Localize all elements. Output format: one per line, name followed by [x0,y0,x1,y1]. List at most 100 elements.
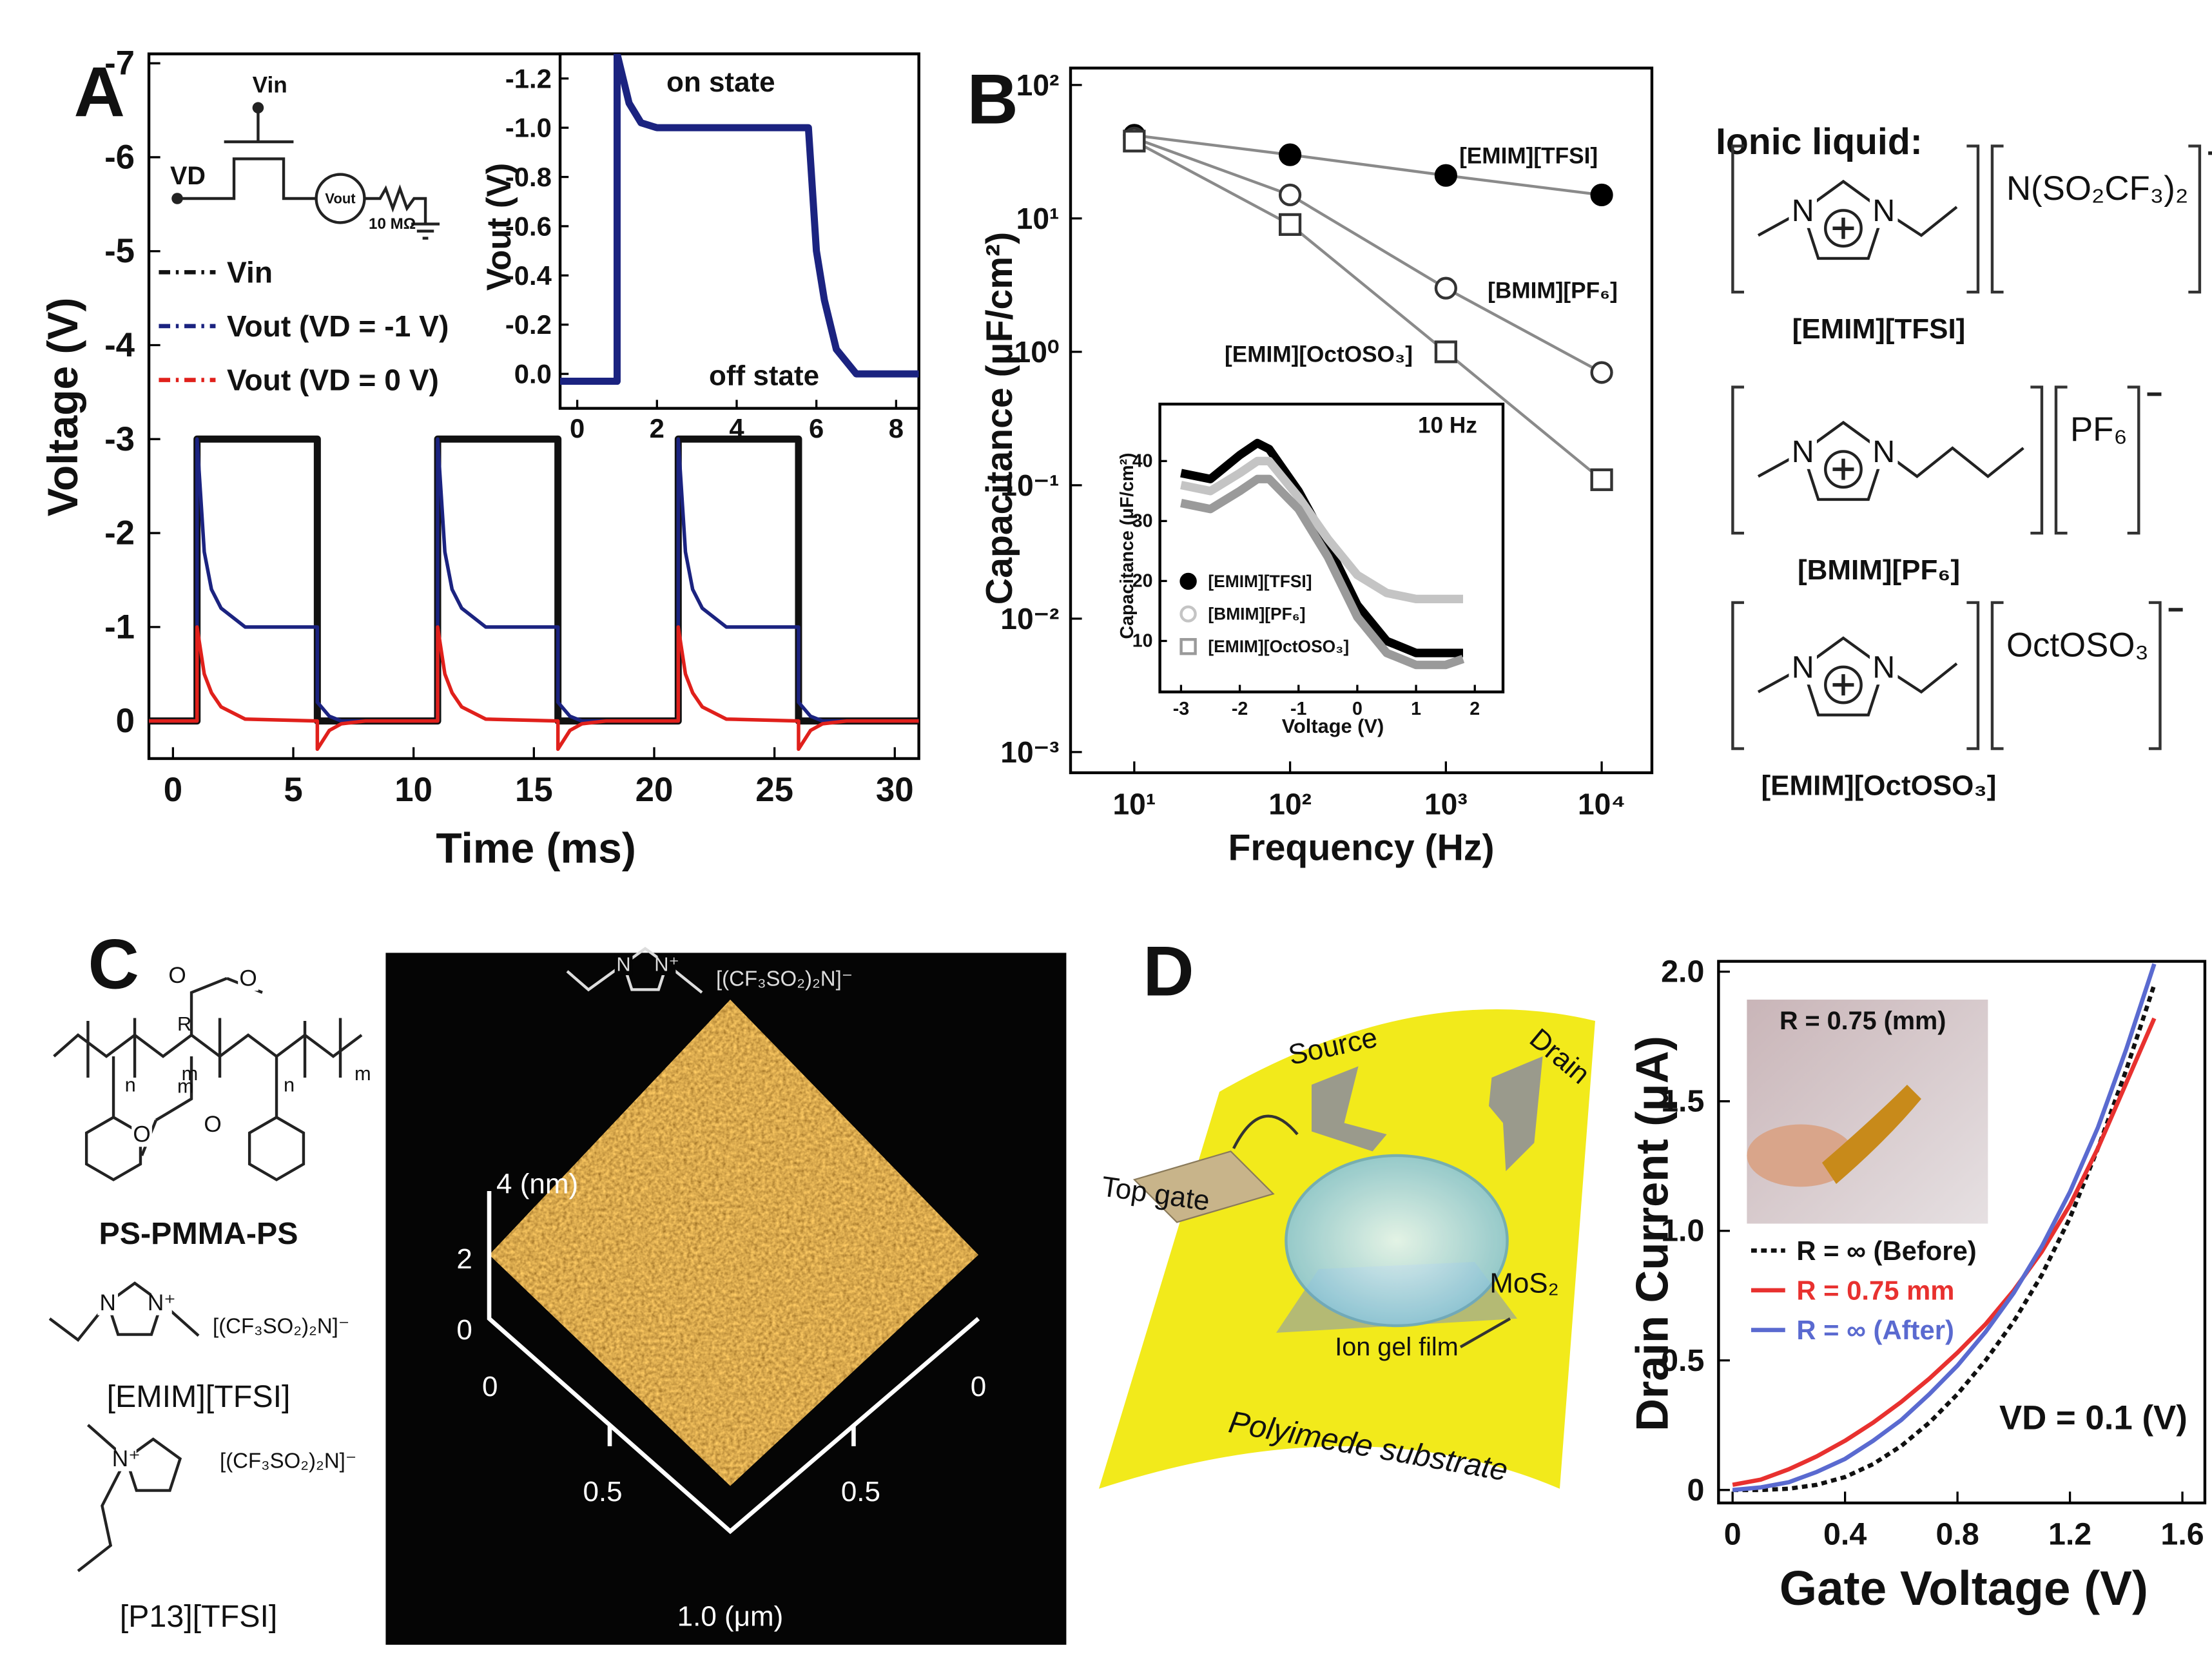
device-label: Ion gel film [1335,1333,1458,1361]
x-tick-label: 2 [650,413,665,443]
legend-label: R = 0.75 mm [1796,1275,1954,1305]
atom: O [204,1112,221,1137]
series-line [149,437,919,723]
series-line [149,625,919,752]
marker [1179,572,1197,590]
x-tick-label: 10¹ [1112,787,1156,820]
series-line [1732,984,2157,1493]
x-tick-label: 6 [809,413,824,443]
afm-surface [489,999,979,1486]
charge [1824,450,1863,489]
atom-bg [131,1121,152,1147]
panel-label: A [73,52,124,131]
bracket [2054,385,2068,535]
series-line [1180,456,1463,603]
series-group [1732,963,2157,1493]
y-tick-label: -0.2 [505,309,552,340]
marker [1179,605,1197,623]
atom: N [1792,434,1814,469]
annotation: 10 Hz [1418,412,1477,438]
device-label: MoS₂ [1489,1267,1559,1299]
series-line [1180,474,1465,670]
charge [1824,209,1863,248]
x-tick-label: 15 [515,771,553,809]
y-tick-label: 20 [1132,570,1153,591]
polymer-label: m [354,1062,371,1085]
x-tick-label: 2 [1470,699,1480,719]
y-tick-label: 40 [1132,451,1153,471]
series-line [1732,1017,2157,1488]
compound-name: [BMIM][PF₆] [1798,554,1960,586]
y-tick-label: -1.2 [505,63,552,93]
y-tick-label: 10¹ [1016,202,1060,235]
legend-label: R = ∞ (After) [1796,1315,1954,1345]
y-tick-label: -4 [104,326,135,364]
y-tick-label: 10⁻² [1000,602,1059,635]
bond [189,976,228,1035]
source-electrode [1311,1066,1387,1152]
x-tick-label: 0.8 [1936,1517,1979,1551]
x-axis-label: Voltage (V) [1282,715,1384,737]
x-axis-label: Time (ms) [436,824,635,872]
atom: N [1792,650,1814,685]
atom: N [1872,193,1895,228]
atom-bg [657,953,676,976]
compound-name: [EMIM][TFSI] [107,1379,291,1414]
series-group [149,435,919,752]
series-line [1732,963,2157,1493]
resistor [364,184,427,224]
series-group [560,53,919,385]
atom-bg [202,1112,223,1137]
legend-label: Vin [227,255,273,289]
y-tick-label: -0.8 [505,162,552,192]
afm-label: 0 [482,1371,498,1402]
annotation: R = 0.75 (mm) [1780,1007,1946,1035]
photo-device [1821,1084,1921,1184]
y-tick-label: -6 [104,138,135,176]
y-tick-label: 0.5 [1661,1343,1704,1378]
bracket [1990,144,2004,294]
marker [1278,143,1302,166]
x-tick-label: 1.2 [2048,1517,2091,1551]
ionic-liquids: N N N(SO₂CF₃)₂ [EMIM][TFSI] N N PF₆ [BMIM][PF₆]… [1731,144,2212,801]
atom: N [1872,650,1895,685]
x-tick-label: 10² [1268,787,1312,820]
panel-label: D [1143,931,1194,1011]
atom: O [168,963,186,988]
compound-name: PS-PMMA-PS [99,1216,298,1251]
plot-area [1717,960,2207,1505]
afm-label: 0.5 [841,1476,880,1508]
y-tick-label: -0.4 [505,260,552,291]
bracket [1966,144,1980,294]
x-tick-label: 4 [729,413,744,443]
anion: PF₆ [2070,411,2128,449]
y-tick-label: -1 [104,608,135,646]
y-tick-label: 1.0 [1661,1214,1704,1248]
x-tick-label: 0.4 [1823,1517,1867,1551]
afm-label: 4 (nm) [496,1168,578,1199]
atom-bg [1789,193,1817,228]
y-tick-label: 10 [1132,630,1153,651]
x-tick-label: -3 [1173,699,1189,719]
series-label: [EMIM][TFSI] [1459,143,1598,168]
x-tick-label: 1.6 [2160,1517,2204,1551]
series-line [1133,139,1603,481]
anion: OctOSO₃ [2006,626,2149,664]
marker [1590,361,1613,384]
wire [177,157,316,200]
y-tick-label: 10² [1016,68,1060,102]
series-label: [EMIM][OctOSO₃] [1225,342,1413,367]
atom-bg [1789,434,1817,469]
chart: -3 -2 -1 0 1 2 10 20 30 40 Voltage (V) Capacitance … [1117,402,1505,737]
y-axis-label: Vout (V) [480,163,518,291]
x-tick-label: 0 [164,771,182,809]
polymer-label: n [284,1073,295,1096]
atom-bg [151,1290,172,1315]
top-gate [1132,1150,1275,1223]
legend-label: [BMIM][PF₆] [1208,605,1305,624]
circuit-label: VD [170,162,206,190]
bracket [1966,601,1980,750]
bond [1883,446,2024,478]
